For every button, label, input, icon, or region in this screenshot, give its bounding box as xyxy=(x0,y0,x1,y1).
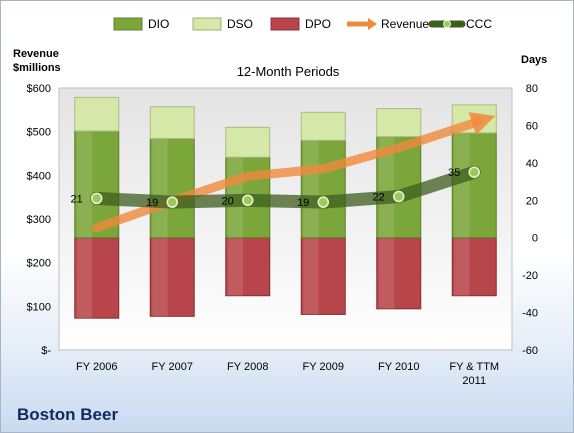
bar-dpo-highlight xyxy=(454,237,470,296)
right-tick-label: 80 xyxy=(526,83,538,95)
bar-dpo-highlight xyxy=(378,237,395,309)
company-name: Boston Beer xyxy=(17,405,119,424)
left-tick-label: $100 xyxy=(27,301,51,313)
bar-dio-highlight xyxy=(378,136,395,238)
bars xyxy=(74,96,497,319)
bar-dpo-highlight xyxy=(227,237,244,296)
bar-dio-highlight xyxy=(303,140,319,238)
legend-label-dpo: DPO xyxy=(305,17,331,31)
ccc-data-label: 19 xyxy=(297,197,309,209)
legend-label-revenue: Revenue xyxy=(381,17,429,31)
ccc-marker xyxy=(91,192,103,205)
right-tick-label: 40 xyxy=(526,158,538,170)
ccc-data-label: 21 xyxy=(71,193,83,205)
right-tick-label: -60 xyxy=(522,345,538,357)
legend-swatch-dio xyxy=(113,17,143,31)
category-label: FY 2010 xyxy=(378,361,419,373)
left-axis-ticks: $- $100 $200 $300 $400 $500 $600 xyxy=(27,83,52,357)
bar-dio xyxy=(149,138,195,239)
category-label: FY 2008 xyxy=(227,361,268,373)
ccc-data-label: 22 xyxy=(373,192,385,204)
right-tick-label: -20 xyxy=(522,270,538,282)
revenue-arrowhead xyxy=(468,112,496,135)
bar-dso xyxy=(225,126,271,158)
right-tick-label: 0 xyxy=(532,233,538,245)
ccc-line xyxy=(90,165,481,209)
left-tick-label: $200 xyxy=(27,258,51,270)
left-axis-label-line2: $millions xyxy=(13,62,61,74)
bar-dio-highlight xyxy=(152,138,168,238)
category-label: FY 2009 xyxy=(303,361,344,373)
legend-swatch-dpo xyxy=(270,17,300,31)
bar-dso xyxy=(300,111,346,141)
bar-dpo-highlight xyxy=(303,237,319,315)
bar-dpo xyxy=(225,237,271,297)
ccc-marker xyxy=(242,194,254,207)
left-tick-label: $600 xyxy=(27,83,51,95)
right-tick-label: 20 xyxy=(526,195,538,207)
legend-label-dio: DIO xyxy=(148,17,169,31)
left-tick-label: $- xyxy=(41,345,51,357)
legend-label-dso: DSO xyxy=(227,17,253,31)
category-label: FY 2007 xyxy=(152,361,193,373)
bar-dso xyxy=(149,106,195,140)
left-tick-label: $400 xyxy=(27,170,51,182)
right-tick-label: -40 xyxy=(522,308,538,320)
category-label: FY & TTM xyxy=(449,361,499,373)
left-axis-label-line1: Revenue xyxy=(13,48,59,60)
bar-dso xyxy=(376,108,422,138)
bar-dpo xyxy=(149,237,195,317)
bar-dso xyxy=(74,96,120,132)
ccc-data-label: 35 xyxy=(448,167,460,179)
left-tick-label: $500 xyxy=(27,127,51,139)
legend-swatch-dso xyxy=(192,17,222,31)
right-axis-ticks: -60 -40 -20 0 20 40 60 80 xyxy=(522,83,538,357)
ccc-marker xyxy=(393,190,405,203)
bar-dpo xyxy=(300,237,346,315)
bar-dpo-highlight xyxy=(152,237,168,317)
left-tick-label: $300 xyxy=(27,214,51,226)
category-labels: FY 2006 FY 2007 FY 2008 FY 2009 FY 2010 FY & … xyxy=(76,361,499,387)
bar-dio xyxy=(451,132,497,239)
ccc-data-label: 20 xyxy=(222,195,234,207)
bar-dio-highlight xyxy=(76,131,93,238)
ccc-marker xyxy=(166,196,178,208)
category-label: 2011 xyxy=(462,375,486,387)
legend-marker-ccc xyxy=(443,20,451,28)
ccc-data-label: 19 xyxy=(146,197,158,209)
ccc-series: 21 19 20 19 22 35 xyxy=(71,165,481,209)
legend-label-ccc: CCC xyxy=(466,17,492,31)
chart-title: 12-Month Periods xyxy=(237,64,340,79)
legend: DIO DSO DPO Revenue CCC xyxy=(113,17,492,31)
bar-dio-highlight xyxy=(454,132,470,238)
category-label: FY 2006 xyxy=(76,361,117,373)
bar-dio xyxy=(300,139,346,239)
legend-arrowhead xyxy=(368,18,377,30)
right-tick-label: 60 xyxy=(526,120,538,132)
right-axis-label: Days xyxy=(521,54,547,66)
bar-dpo xyxy=(376,237,422,310)
bar-dpo-highlight xyxy=(76,237,93,319)
ccc-marker xyxy=(317,196,329,208)
ccc-marker xyxy=(468,166,480,178)
